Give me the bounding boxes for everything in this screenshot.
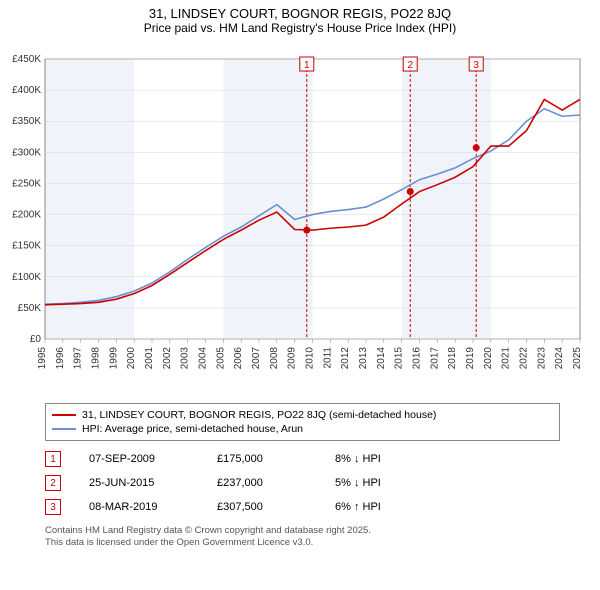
svg-text:£200K: £200K	[12, 210, 41, 221]
legend-row-hpi: HPI: Average price, semi-detached house,…	[52, 422, 553, 436]
svg-text:£0: £0	[30, 334, 42, 345]
svg-text:1999: 1999	[108, 347, 119, 370]
chart-title: 31, LINDSEY COURT, BOGNOR REGIS, PO22 8J…	[0, 0, 600, 21]
svg-text:2003: 2003	[180, 347, 191, 370]
svg-text:2010: 2010	[305, 347, 316, 370]
svg-text:£450K: £450K	[12, 54, 41, 65]
svg-text:2001: 2001	[144, 347, 155, 370]
sale-price: £237,000	[217, 477, 307, 489]
sale-delta: 6% ↑ HPI	[335, 501, 425, 513]
sale-delta: 8% ↓ HPI	[335, 453, 425, 465]
svg-text:2011: 2011	[322, 347, 333, 369]
sale-badge: 1	[45, 451, 61, 467]
sale-badge: 3	[45, 499, 61, 515]
sale-delta: 5% ↓ HPI	[335, 477, 425, 489]
chart-subtitle: Price paid vs. HM Land Registry's House …	[0, 21, 600, 39]
sale-badge: 2	[45, 475, 61, 491]
svg-text:2009: 2009	[287, 347, 298, 370]
legend: 31, LINDSEY COURT, BOGNOR REGIS, PO22 8J…	[45, 403, 560, 441]
attribution-line2: This data is licensed under the Open Gov…	[45, 537, 560, 549]
sale-row: 3 08-MAR-2019 £307,500 6% ↑ HPI	[45, 495, 560, 519]
sale-row: 2 25-JUN-2015 £237,000 5% ↓ HPI	[45, 471, 560, 495]
svg-text:£250K: £250K	[12, 178, 41, 189]
svg-text:3: 3	[473, 60, 479, 71]
sale-date: 25-JUN-2015	[89, 477, 189, 489]
svg-text:2012: 2012	[340, 347, 351, 370]
svg-text:2005: 2005	[215, 347, 226, 370]
sale-date: 07-SEP-2009	[89, 453, 189, 465]
legend-label-hpi: HPI: Average price, semi-detached house,…	[82, 423, 303, 435]
svg-text:2022: 2022	[519, 347, 530, 370]
svg-text:2024: 2024	[554, 347, 565, 370]
svg-text:£50K: £50K	[18, 303, 42, 314]
svg-text:2021: 2021	[501, 347, 512, 370]
svg-text:2019: 2019	[465, 347, 476, 370]
svg-text:2020: 2020	[483, 347, 494, 370]
svg-text:2007: 2007	[251, 347, 262, 370]
sale-price: £307,500	[217, 501, 307, 513]
svg-text:£400K: £400K	[12, 85, 41, 96]
chart-container: 31, LINDSEY COURT, BOGNOR REGIS, PO22 8J…	[0, 0, 600, 590]
svg-text:1: 1	[304, 60, 310, 71]
svg-text:2015: 2015	[394, 347, 405, 370]
sales-list: 1 07-SEP-2009 £175,000 8% ↓ HPI 2 25-JUN-2015…	[45, 447, 560, 519]
svg-text:£150K: £150K	[12, 241, 41, 252]
chart-svg: £0 £50K £100K £150K £200K £250K £300K £350K £400…	[0, 39, 600, 399]
svg-text:2014: 2014	[376, 347, 387, 370]
attribution-line1: Contains HM Land Registry data © Crown c…	[45, 525, 560, 537]
sale-date: 08-MAR-2019	[89, 501, 189, 513]
legend-label-price: 31, LINDSEY COURT, BOGNOR REGIS, PO22 8J…	[82, 409, 436, 421]
svg-text:£100K: £100K	[12, 272, 41, 283]
legend-swatch-price	[52, 414, 76, 416]
attribution: Contains HM Land Registry data © Crown c…	[45, 525, 560, 550]
svg-text:2: 2	[407, 60, 413, 71]
svg-text:2004: 2004	[198, 347, 209, 370]
svg-text:2023: 2023	[536, 347, 547, 370]
svg-text:£350K: £350K	[12, 116, 41, 127]
svg-text:2000: 2000	[126, 347, 137, 370]
svg-text:2025: 2025	[572, 347, 583, 370]
svg-text:1997: 1997	[73, 347, 84, 370]
svg-text:2008: 2008	[269, 347, 280, 370]
svg-text:1998: 1998	[91, 347, 102, 370]
legend-row-price: 31, LINDSEY COURT, BOGNOR REGIS, PO22 8J…	[52, 408, 553, 422]
sale-price: £175,000	[217, 453, 307, 465]
svg-text:1996: 1996	[55, 347, 66, 370]
chart-area: £0 £50K £100K £150K £200K £250K £300K £350K £400…	[0, 39, 600, 399]
svg-text:2016: 2016	[412, 347, 423, 370]
svg-text:2006: 2006	[233, 347, 244, 370]
svg-text:2013: 2013	[358, 347, 369, 370]
sale-row: 1 07-SEP-2009 £175,000 8% ↓ HPI	[45, 447, 560, 471]
svg-text:2002: 2002	[162, 347, 173, 370]
legend-swatch-hpi	[52, 428, 76, 430]
svg-text:£300K: £300K	[12, 147, 41, 158]
svg-text:2017: 2017	[429, 347, 440, 370]
svg-text:1995: 1995	[37, 347, 48, 370]
svg-text:2018: 2018	[447, 347, 458, 370]
